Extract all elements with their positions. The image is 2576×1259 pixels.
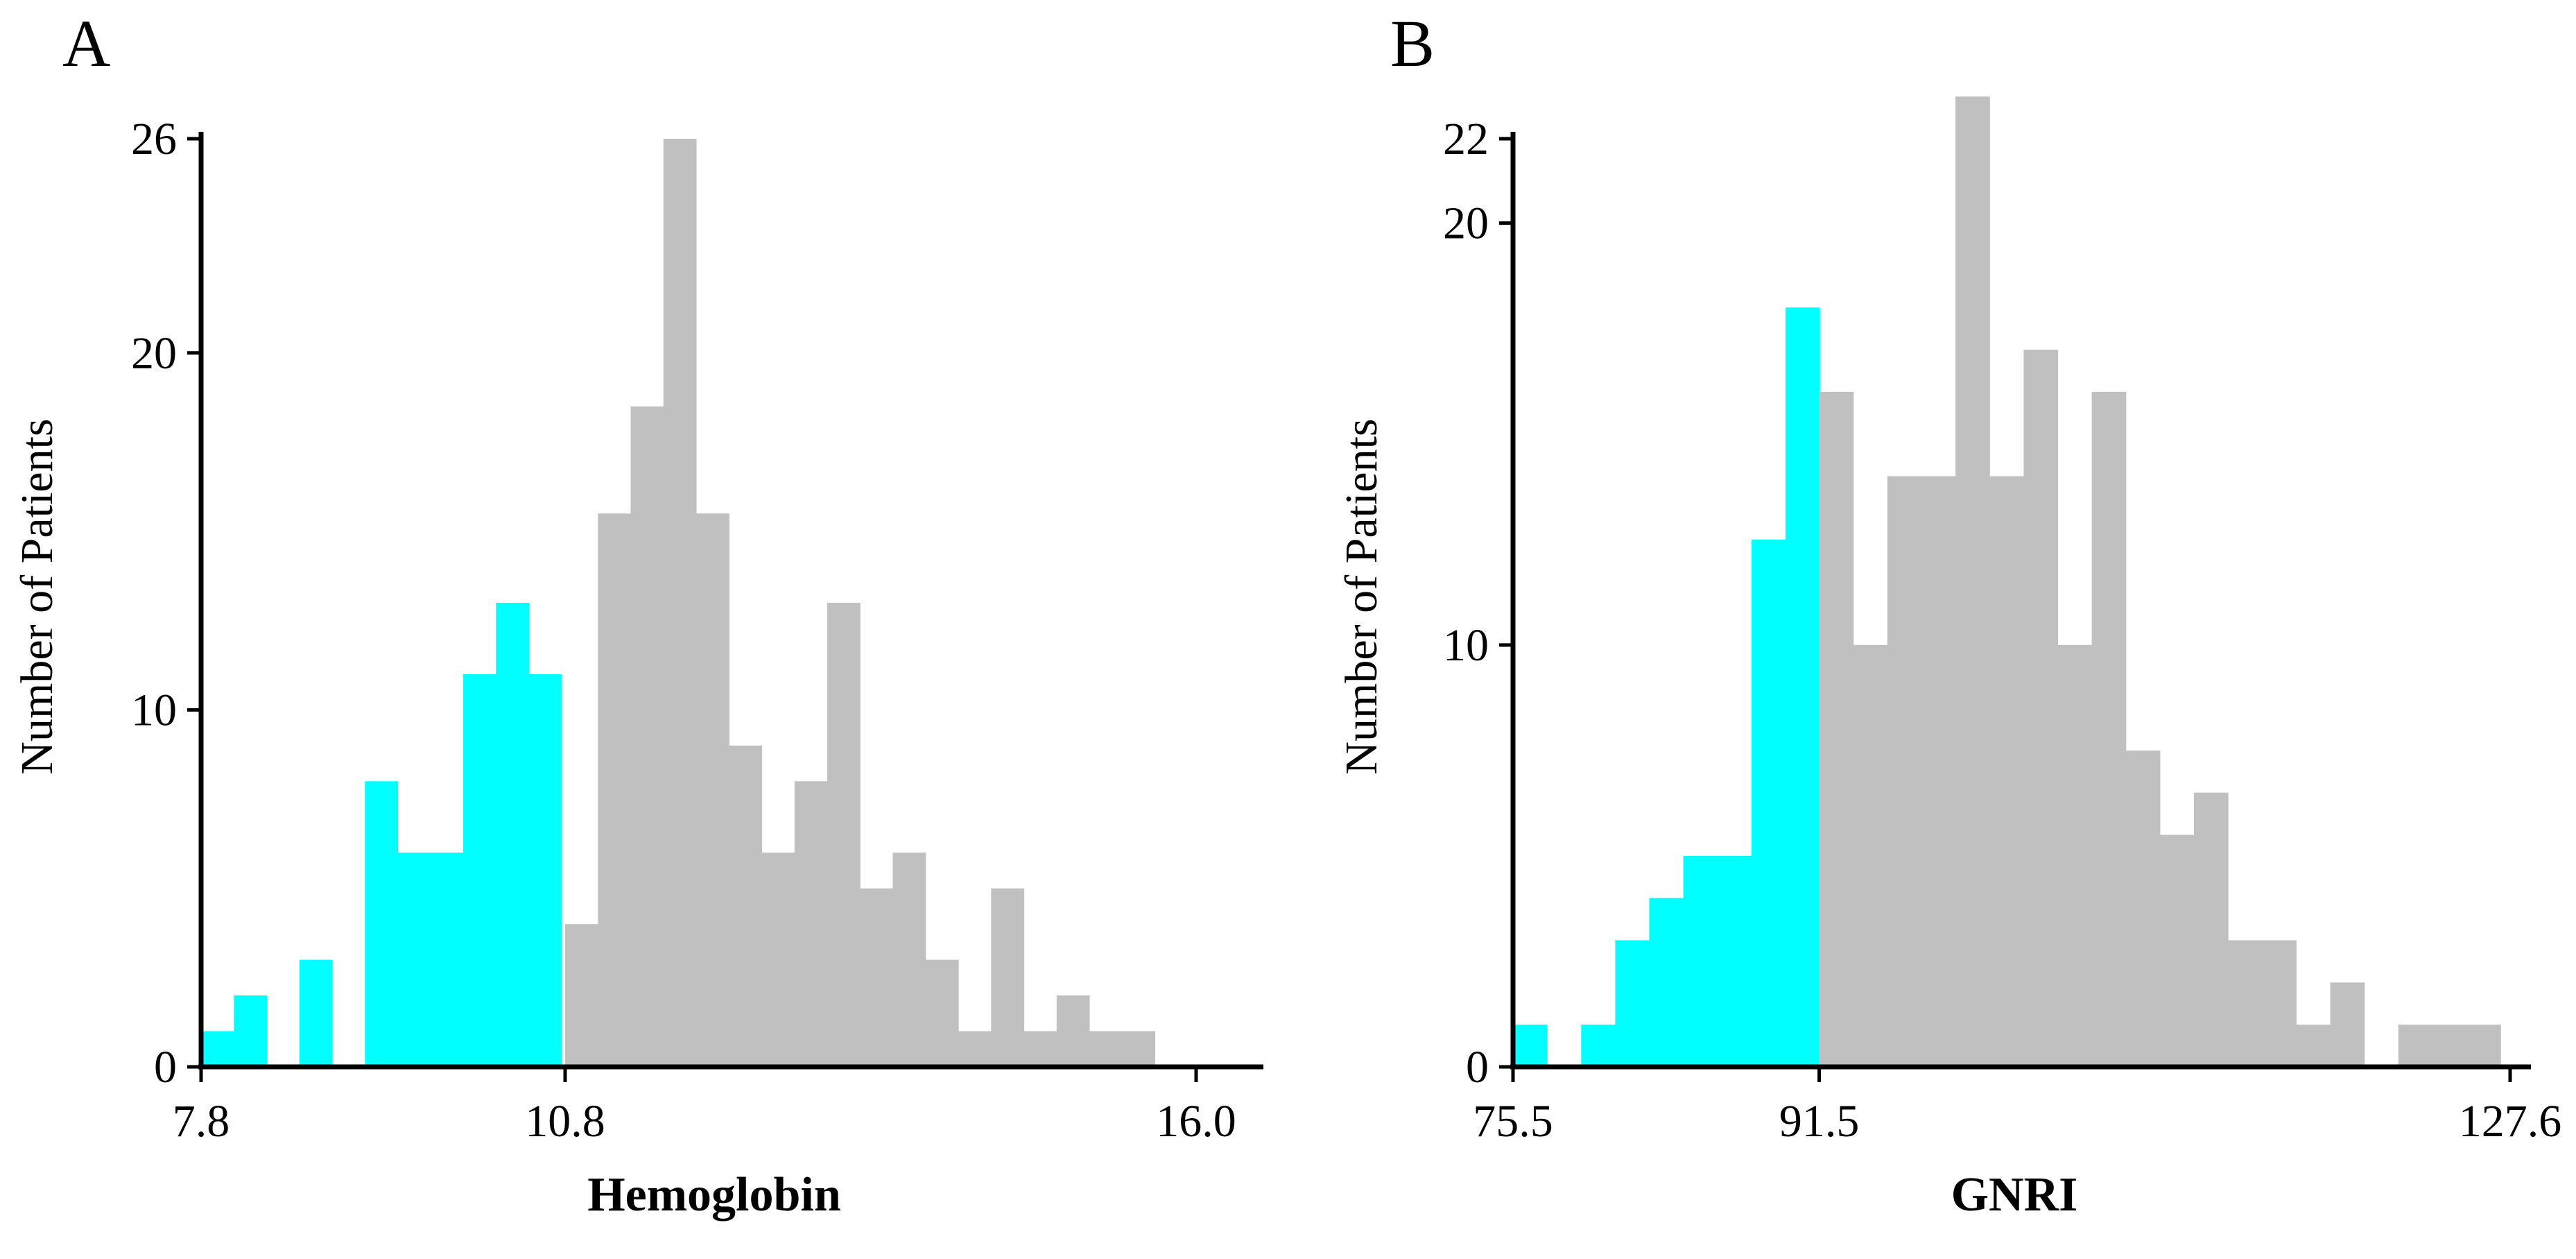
histogram-bar-13: [630, 406, 664, 1067]
x-tick-label: 75.5: [1473, 1096, 1553, 1147]
histogram-bar-11: [565, 924, 598, 1067]
histogram-bar-27: [1089, 1031, 1123, 1067]
histogram-bar-12: [598, 513, 632, 1067]
histogram-bar-1: [234, 995, 268, 1067]
histogram-bar-6: [1717, 855, 1752, 1067]
histogram-bar-3: [1615, 940, 1650, 1067]
histogram-bar-0: [201, 1031, 234, 1067]
histogram-bar-28: [2466, 1025, 2501, 1067]
y-tick-label: 20: [131, 328, 177, 379]
y-tick-label: 10: [131, 685, 177, 735]
y-tick-label: 0: [1466, 1042, 1489, 1093]
histogram-bar-27: [2432, 1025, 2467, 1067]
x-tick-label: 7.8: [173, 1096, 230, 1147]
ticks-group: 75.5 91.5 127.6 0 10 20 22: [1443, 114, 2561, 1147]
histogram-bar-14: [663, 139, 697, 1067]
y-axis-title: Number of Patients: [12, 418, 62, 774]
x-axis-title: Hemoglobin: [587, 1168, 841, 1222]
x-tick-label: 127.6: [2459, 1096, 2562, 1147]
histogram-bar-24: [991, 888, 1025, 1067]
y-tick-label: 20: [1443, 198, 1489, 249]
histogram-bar-18: [2125, 750, 2161, 1067]
histogram-bar-15: [696, 513, 729, 1067]
histogram-bar-12: [1921, 476, 1956, 1067]
x-tick-label: 10.8: [525, 1096, 605, 1147]
histogram-bar-10: [1853, 644, 1888, 1067]
histogram-bar-17: [761, 853, 795, 1067]
panel-label: B: [1390, 6, 1435, 80]
histogram-bar-8: [1786, 307, 1820, 1067]
histogram-bar-15: [2023, 350, 2059, 1068]
x-tick-label: 16.0: [1156, 1096, 1236, 1147]
histogram-bar-28: [1122, 1031, 1156, 1067]
bars-group: [201, 139, 1156, 1067]
histogram-bar-21: [2228, 940, 2263, 1067]
histogram-bar-9: [1819, 391, 1854, 1067]
histogram-bar-19: [827, 603, 861, 1067]
histogram-bar-26: [1056, 995, 1090, 1067]
histogram-bar-22: [925, 959, 959, 1067]
histogram-bar-26: [2398, 1025, 2433, 1067]
histogram-bar-17: [2091, 391, 2127, 1067]
histogram-bar-5: [365, 781, 399, 1067]
histogram-bar-13: [1955, 96, 1990, 1068]
histogram-bar-22: [2262, 940, 2297, 1067]
histogram-bar-8: [463, 674, 496, 1067]
histogram-bar-4: [1649, 898, 1684, 1067]
histogram-bar-19: [2159, 834, 2195, 1067]
histogram-bar-5: [1683, 855, 1718, 1067]
y-axis-title: Number of Patients: [1336, 418, 1387, 774]
histogram-bar-6: [397, 853, 431, 1067]
y-tick-label: 0: [154, 1042, 177, 1093]
y-tick-label: 26: [131, 114, 177, 164]
ticks-group: 7.8 10.8 16.0 0 10 20 26: [131, 114, 1236, 1147]
histogram-bar-18: [794, 781, 828, 1067]
y-tick-label: 10: [1443, 620, 1489, 671]
histogram-bar-2: [1581, 1025, 1616, 1067]
histogram-bar-16: [729, 745, 763, 1067]
histogram-bar-23: [2296, 1025, 2331, 1067]
bars-group: [1513, 96, 2501, 1068]
histogram-bar-11: [1887, 476, 1922, 1067]
histogram-bar-25: [1023, 1031, 1057, 1067]
histogram-bar-3: [299, 959, 333, 1067]
panel-label: A: [62, 6, 110, 80]
x-tick-label: 91.5: [1779, 1096, 1860, 1147]
histogram-bar-21: [892, 853, 926, 1067]
x-axis-title: GNRI: [1951, 1168, 2078, 1222]
y-tick-label: 22: [1443, 114, 1489, 164]
histogram-bar-20: [860, 888, 894, 1067]
histogram-bar-9: [496, 603, 530, 1067]
histogram-bar-10: [528, 674, 562, 1067]
histogram-bar-7: [430, 853, 464, 1067]
histogram-bar-0: [1513, 1025, 1548, 1067]
histogram-panel-b: B 75.5 91.5 127.6 0 10 20 22 Number of Patient…: [1336, 6, 2561, 1222]
histogram-bar-23: [958, 1031, 992, 1067]
histogram-bar-24: [2330, 982, 2365, 1067]
histogram-bar-16: [2057, 644, 2093, 1067]
histogram-bar-14: [1989, 476, 2024, 1067]
histogram-bar-7: [1751, 539, 1786, 1067]
histogram-bar-20: [2194, 792, 2229, 1067]
